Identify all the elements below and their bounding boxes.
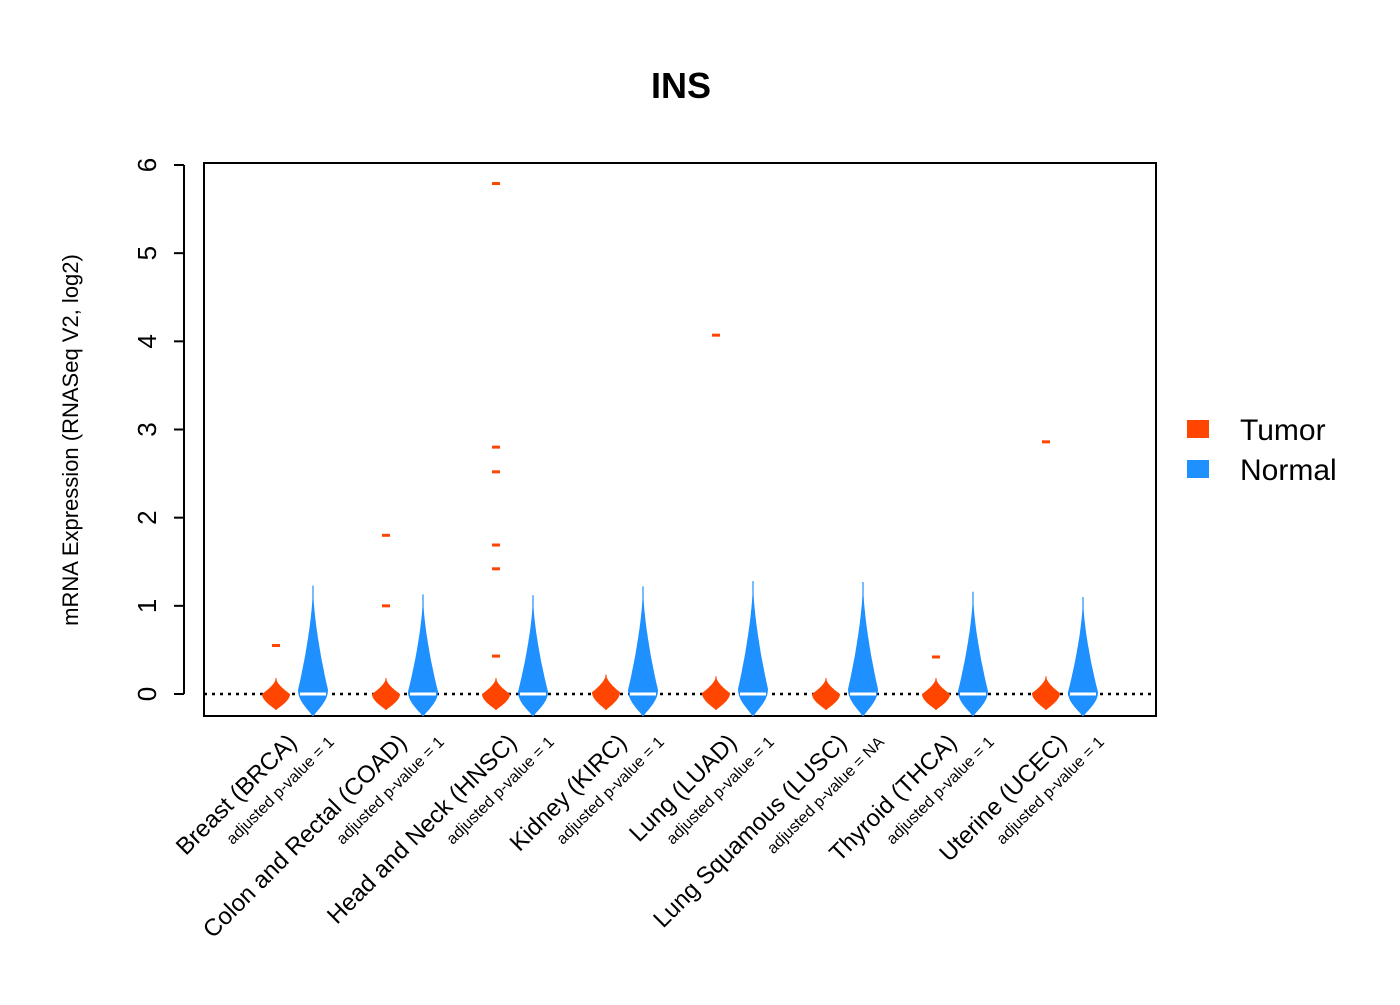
tumor-outlier-point [382,533,390,537]
y-tick-label: 3 [132,422,162,436]
normal-violin [408,594,438,716]
tumor-outlier-point [492,470,500,474]
plot-frame [203,162,1157,717]
normal-violin [1068,597,1098,716]
normal-violin [518,595,548,716]
tumor-violin [372,678,400,710]
tumor-outlier-point [382,604,390,608]
tumor-violin [592,674,620,710]
tumor-outlier-point [492,182,500,186]
y-tick-label: 5 [132,246,162,260]
tumor-outlier-point [492,445,500,449]
tumor-violin [702,676,730,710]
tumor-outlier-point [272,644,280,648]
tumor-outlier-point [492,567,500,571]
normal-violin [628,586,658,716]
chart-title: INS [651,65,711,106]
normal-violin [958,591,988,716]
tumor-outlier-point [492,654,500,658]
tumor-violin [922,678,950,710]
y-tick-label: 4 [132,334,162,348]
tumor-violin [1032,676,1060,710]
y-tick-label: 6 [132,158,162,172]
legend-label-normal: Normal [1240,454,1337,487]
legend-swatch-normal [1187,460,1209,478]
y-tick-label: 0 [132,687,162,701]
tumor-outlier-point [1042,440,1050,444]
normal-violin [298,585,328,716]
y-tick-label: 2 [132,510,162,524]
normal-violin [738,581,768,716]
tumor-outlier-point [492,543,500,547]
legend-label-tumor: Tumor [1240,414,1326,447]
tumor-outlier-point [712,333,720,337]
y-tick-label: 1 [132,599,162,613]
tumor-violin [482,678,510,710]
tumor-outlier-point [932,655,940,659]
legend-swatch-tumor [1187,420,1209,438]
normal-violin [848,582,878,716]
y-axis-title: mRNA Expression (RNASeq V2, log2) [58,254,83,626]
tumor-violin [812,678,840,710]
tumor-violin [262,678,290,710]
